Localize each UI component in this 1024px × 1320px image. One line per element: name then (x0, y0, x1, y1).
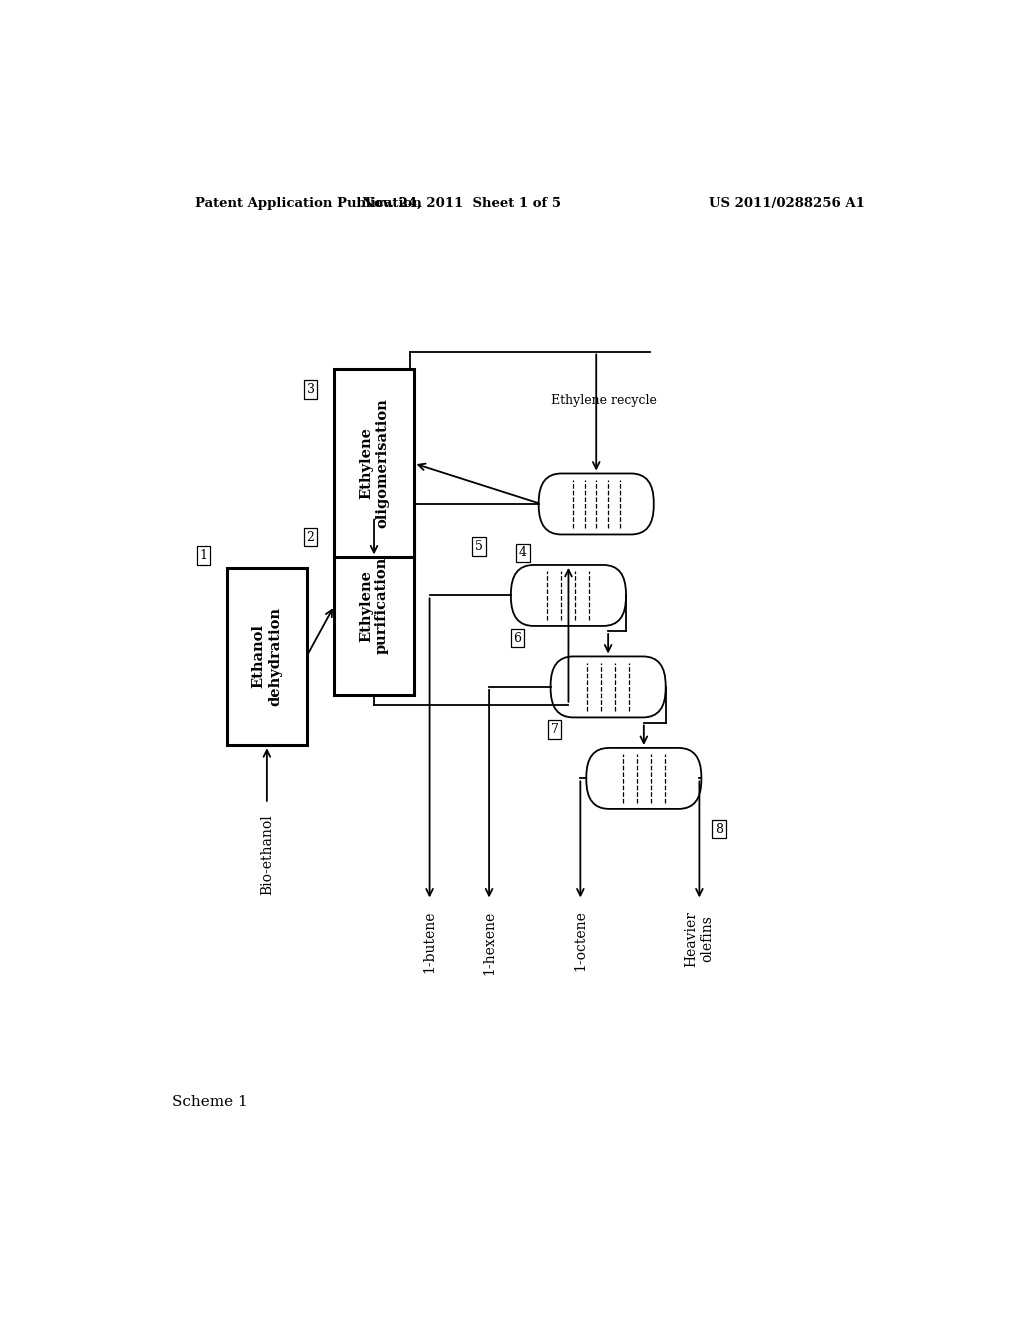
Text: 3: 3 (306, 383, 314, 396)
Text: Scheme 1: Scheme 1 (172, 1094, 248, 1109)
Text: Patent Application Publication: Patent Application Publication (196, 197, 422, 210)
FancyBboxPatch shape (227, 568, 306, 746)
Text: Ethylene
oligomerisation: Ethylene oligomerisation (359, 399, 389, 528)
Text: Ethylene recycle: Ethylene recycle (551, 395, 656, 408)
Text: Nov. 24, 2011  Sheet 1 of 5: Nov. 24, 2011 Sheet 1 of 5 (361, 197, 561, 210)
FancyBboxPatch shape (587, 748, 701, 809)
Text: 4: 4 (519, 546, 526, 560)
FancyBboxPatch shape (511, 565, 626, 626)
FancyBboxPatch shape (334, 516, 414, 694)
Text: US 2011/0288256 A1: US 2011/0288256 A1 (709, 197, 864, 210)
FancyBboxPatch shape (539, 474, 653, 535)
Text: Bio-ethanol: Bio-ethanol (260, 814, 273, 895)
Text: 1: 1 (200, 549, 208, 562)
FancyBboxPatch shape (334, 370, 414, 557)
Text: 8: 8 (715, 822, 723, 836)
Text: Ethylene
purification: Ethylene purification (359, 557, 389, 655)
Text: 7: 7 (551, 723, 558, 737)
Text: 1-hexene: 1-hexene (482, 911, 496, 974)
Text: 5: 5 (475, 540, 483, 553)
Text: 1-octene: 1-octene (573, 911, 588, 972)
FancyBboxPatch shape (551, 656, 666, 718)
Text: Heavier
olefins: Heavier olefins (684, 911, 715, 966)
Text: Ethanol
dehydration: Ethanol dehydration (252, 607, 282, 706)
Text: 6: 6 (513, 632, 521, 644)
Text: 1-butene: 1-butene (423, 911, 436, 973)
Text: 2: 2 (306, 531, 314, 544)
